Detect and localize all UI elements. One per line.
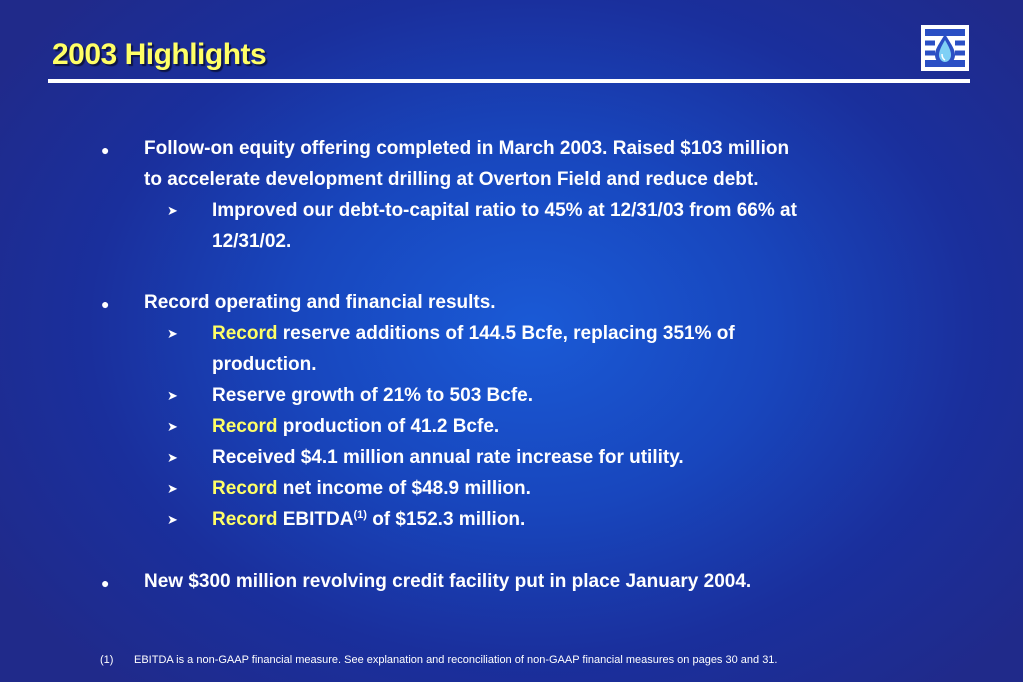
bullet-2-sub-2: Reserve growth of 21% to 503 Bcfe. [212, 385, 533, 406]
bullet-1-sub-1-line-1: Improved our debt-to-capital ratio to 45… [212, 200, 797, 221]
sub-arrow-icon: ➤ [167, 450, 178, 465]
bullet-dot: ● [101, 575, 110, 591]
bullet-2-line-1: Record operating and financial results. [144, 292, 496, 313]
sub-arrow-icon: ➤ [167, 481, 178, 496]
sub-text: net income of $48.9 million. [277, 478, 531, 499]
sub-arrow-icon: ➤ [167, 326, 178, 341]
water-drop-logo-icon [921, 25, 969, 71]
sub-text: EBITDA [277, 509, 354, 530]
sub-text: production of 41.2 Bcfe. [277, 416, 500, 437]
footnote-number: (1) [100, 654, 114, 666]
slide-title: 2003 Highlights [52, 38, 267, 71]
bullet-1-line-2: to accelerate development drilling at Ov… [144, 169, 759, 190]
sub-arrow-icon: ➤ [167, 203, 178, 218]
bullet-2-sub-1-line-2: production. [212, 354, 317, 375]
footnote: (1) EBITDA is a non-GAAP financial measur… [100, 655, 777, 666]
bullet-1-sub-1-line-2: 12/31/02. [212, 231, 292, 252]
bullet-1-line-1: Follow-on equity offering completed in M… [144, 138, 790, 159]
sub-text: of $152.3 million. [366, 509, 526, 530]
bullet-2-sub-3: Record production of 41.2 Bcfe. [212, 417, 499, 436]
sub-arrow-icon: ➤ [167, 388, 178, 403]
bullet-2-sub-6: Record EBITDA(1) of $152.3 million. [212, 509, 526, 530]
sub-arrow-icon: ➤ [167, 419, 178, 434]
bullet-2-sub-1-line-1: Record reserve additions of 144.5 Bcfe, … [212, 324, 735, 343]
record-highlight: Record [212, 416, 278, 437]
record-highlight: Record [212, 478, 278, 499]
bullet-dot: ● [101, 142, 110, 158]
bullet-2-sub-4: Received $4.1 million annual rate increa… [212, 447, 684, 468]
record-highlight: Record [212, 509, 278, 530]
sub-text: reserve additions of 144.5 Bcfe, replaci… [277, 323, 735, 344]
bullet-3-line-1: New $300 million revolving credit facili… [144, 571, 752, 592]
bullet-dot: ● [101, 296, 110, 312]
bullet-2-sub-5: Record net income of $48.9 million. [212, 479, 531, 498]
footnote-reference: (1) [353, 509, 367, 521]
footnote-text: EBITDA is a non-GAAP financial measure. … [134, 654, 778, 666]
record-highlight: Record [212, 323, 278, 344]
title-divider [48, 79, 970, 83]
sub-arrow-icon: ➤ [167, 512, 178, 527]
